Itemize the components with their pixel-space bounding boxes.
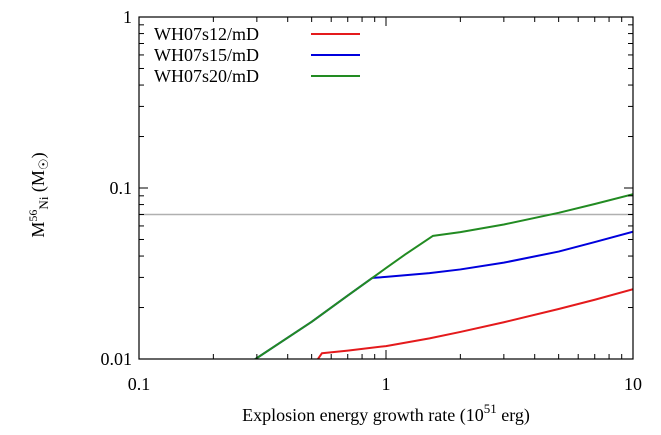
legend-label-2: WH07s20/mD <box>154 66 259 86</box>
ticks-layer: 0.1 1 10 0.01 0.1 1 <box>101 7 643 394</box>
y-tick-label: 1 <box>123 7 132 27</box>
x-axis-label: Explosion energy growth rate (1051 erg) <box>242 401 530 426</box>
y-axis-label-unit-sub: ☉ <box>36 158 51 170</box>
x-tick-label: 1 <box>382 374 391 394</box>
x-axis-label-sup: 51 <box>484 401 497 416</box>
y-axis-label: M56Ni (M☉) <box>26 152 51 237</box>
series-line-1 <box>253 230 633 359</box>
y-axis-label-unit-close: ) <box>28 152 49 158</box>
series-line-0 <box>316 288 633 359</box>
y-tick-label: 0.1 <box>110 178 133 198</box>
x-tick-label: 0.1 <box>128 374 151 394</box>
y-axis-label-sup: 56 <box>26 210 40 222</box>
y-tick-label: 0.01 <box>101 349 133 369</box>
series-layer <box>139 193 633 359</box>
y-axis-label-sub: Ni <box>36 196 51 209</box>
y-axis-label-text: M <box>28 222 48 238</box>
x-axis-label-text: Explosion energy growth rate (10 <box>242 405 484 426</box>
legend-label-1: WH07s15/mD <box>154 45 259 65</box>
series-line-2 <box>253 193 633 359</box>
x-axis-label-suffix: erg) <box>497 405 530 426</box>
x-tick-label: 10 <box>624 374 642 394</box>
legend-label-0: WH07s12/mD <box>154 24 259 44</box>
y-axis-label-unit-open: (M <box>28 170 49 197</box>
